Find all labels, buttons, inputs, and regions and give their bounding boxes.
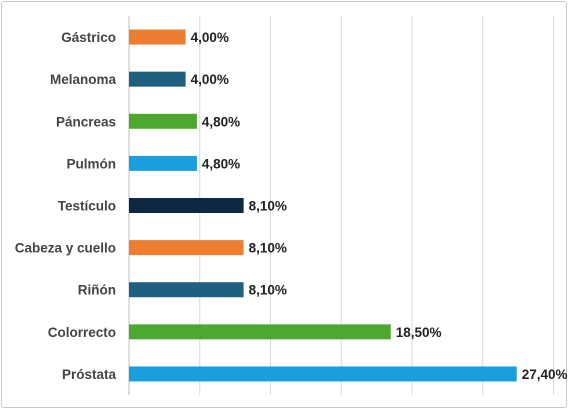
bar: [129, 366, 517, 382]
category-label: Riñón: [78, 283, 116, 298]
bar: [129, 113, 197, 129]
bar: [129, 198, 244, 213]
bar: [129, 240, 244, 256]
bar: [129, 324, 391, 340]
category-label: Páncreas: [56, 114, 116, 129]
bars: [129, 29, 517, 382]
value-labels: 4,00% 4,00% 4,80% 4,80% 8,10% 8,10% 8,10% 18,50…: [191, 30, 568, 382]
category-label: Cabeza y cuello: [15, 241, 116, 256]
data-label: 8,10%: [249, 283, 287, 298]
data-label: 4,00%: [191, 30, 229, 45]
bar: [129, 282, 244, 298]
bar: [129, 71, 186, 87]
category-label: Pulmón: [67, 156, 117, 171]
data-label: 4,80%: [202, 156, 240, 171]
data-label: 27,40%: [522, 367, 568, 382]
data-label: 18,50%: [396, 325, 442, 340]
data-label: 4,00%: [191, 72, 229, 87]
category-label: Testículo: [58, 199, 116, 214]
category-label: Próstata: [62, 367, 117, 382]
data-label: 8,10%: [249, 199, 287, 214]
category-labels: Gástrico Melanoma Páncreas Pulmón Testículo C…: [15, 30, 117, 382]
data-label: 8,10%: [249, 241, 287, 256]
data-label: 4,80%: [202, 114, 240, 129]
category-label: Gástrico: [61, 30, 116, 45]
bar: [129, 155, 197, 171]
category-label: Melanoma: [50, 72, 117, 87]
category-label: Colorrecto: [48, 325, 116, 340]
bar: [129, 29, 186, 45]
